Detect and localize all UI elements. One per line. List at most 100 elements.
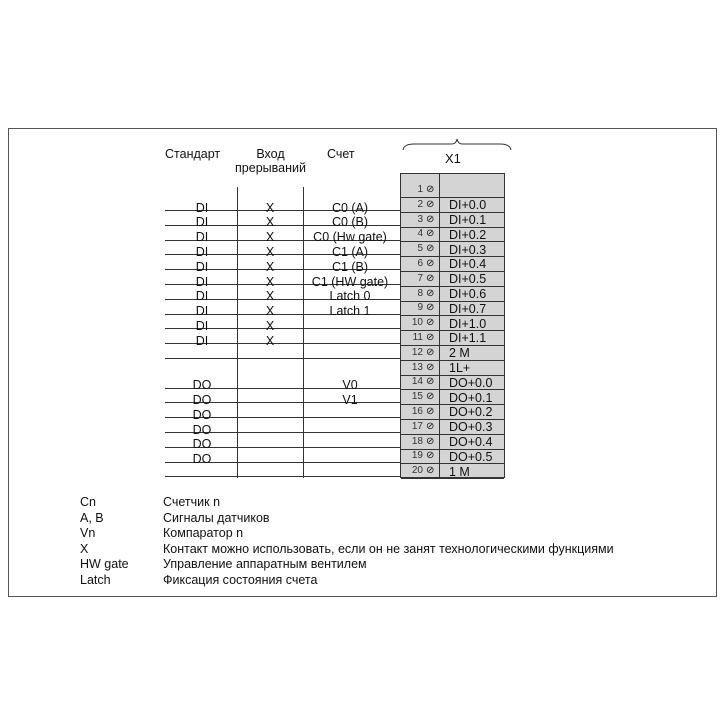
terminal-signal: DI+1.0 bbox=[449, 316, 487, 331]
table-row: DO bbox=[165, 432, 400, 450]
terminal-row: 10 ⊘ DI+1.0 bbox=[401, 316, 504, 332]
screw-icon: ⊘ bbox=[426, 198, 435, 210]
terminal-signal: DI+0.5 bbox=[449, 272, 487, 287]
table-row bbox=[165, 343, 400, 359]
screw-icon: ⊘ bbox=[426, 361, 435, 373]
terminal-number: 4 bbox=[417, 228, 423, 240]
table-row: DI X C1 (B) bbox=[165, 254, 400, 273]
count-cell: C1 (B) bbox=[331, 259, 369, 274]
terminal-number: 16 bbox=[411, 405, 423, 417]
terminal-row: 12 ⊘ 2 M bbox=[401, 346, 504, 361]
terminal-row: 18 ⊘ DO+0.4 bbox=[401, 435, 504, 450]
interrupt-cell: X bbox=[265, 244, 275, 259]
interrupt-cell: X bbox=[265, 274, 275, 289]
terminal-signal: DI+0.1 bbox=[449, 213, 487, 228]
terminal-signal: DI+0.2 bbox=[449, 227, 487, 242]
terminal-number: 13 bbox=[411, 361, 423, 373]
terminal-row: 6 ⊘ DI+0.4 bbox=[401, 257, 504, 272]
terminal-number: 17 bbox=[411, 420, 423, 432]
column-divider bbox=[303, 187, 304, 478]
header-count: Счет bbox=[327, 147, 355, 161]
terminal-row: 7 ⊘ DI+0.5 bbox=[401, 272, 504, 287]
interrupt-cell: X bbox=[265, 200, 275, 215]
standard-cell: DI bbox=[195, 289, 209, 304]
count-cell: V1 bbox=[342, 392, 358, 407]
count-cell: Latch 0 bbox=[329, 289, 371, 304]
terminal-number: 12 bbox=[411, 346, 423, 358]
standard-cell: DI bbox=[195, 215, 209, 230]
screw-icon: ⊘ bbox=[426, 257, 435, 269]
count-cell: C0 (B) bbox=[331, 215, 369, 230]
standard-cell: DI bbox=[195, 318, 209, 333]
connector-brace bbox=[402, 138, 512, 151]
legend-key: Cn bbox=[80, 495, 96, 509]
standard-cell: DI bbox=[195, 274, 209, 289]
count-cell: Latch 1 bbox=[329, 304, 371, 319]
screw-icon: ⊘ bbox=[426, 302, 435, 314]
column-divider bbox=[237, 187, 238, 478]
table-row: DO V1 bbox=[165, 387, 400, 406]
terminal-number: 20 bbox=[411, 465, 423, 477]
terminal-row: 4 ⊘ DI+0.2 bbox=[401, 228, 504, 243]
terminal-number: 15 bbox=[411, 391, 423, 403]
terminal-signal: DO+0.2 bbox=[449, 405, 493, 420]
interrupt-cell: X bbox=[265, 318, 275, 333]
count-cell: C0 (A) bbox=[331, 200, 369, 215]
legend-text: Сигналы датчиков bbox=[163, 510, 270, 525]
standard-cell: DO bbox=[192, 422, 212, 437]
connector-label: X1 bbox=[445, 151, 461, 166]
terminal-signal: DO+0.4 bbox=[449, 435, 493, 450]
screw-icon: ⊘ bbox=[426, 317, 435, 329]
interrupt-cell: X bbox=[265, 215, 275, 230]
terminal-number: 5 bbox=[417, 243, 423, 255]
terminal-row: 15 ⊘ DO+0.1 bbox=[401, 390, 504, 406]
screw-icon: ⊘ bbox=[426, 184, 435, 195]
interrupt-cell: X bbox=[265, 304, 275, 319]
terminal-number: 11 bbox=[412, 331, 423, 343]
header-standard: Стандарт bbox=[165, 147, 221, 161]
standard-cell: DO bbox=[192, 452, 212, 467]
terminal-number: 7 bbox=[417, 272, 423, 284]
terminal-signal: DO+0.5 bbox=[449, 449, 493, 464]
table-row: DI X C0 (Hw gate) bbox=[165, 225, 400, 245]
table-row: DI X C1 (A) bbox=[165, 239, 400, 258]
terminal-signal: DI+0.3 bbox=[449, 242, 487, 257]
legend-key: X bbox=[80, 541, 89, 556]
screw-icon: ⊘ bbox=[426, 331, 435, 343]
terminal-row: 3 ⊘ DI+0.1 bbox=[401, 213, 504, 228]
terminal-row: 14 ⊘ DO+0.0 bbox=[401, 376, 504, 391]
count-cell: V0 bbox=[342, 378, 358, 393]
terminal-signal: DI+0.7 bbox=[449, 301, 487, 316]
terminal-block-x1: 1 ⊘ 2 ⊘ DI+0.0 3 ⊘ DI+0.1 4 ⊘ DI+0.2 5 ⊘ DI+0.3 6 ⊘ DI+0… bbox=[400, 173, 505, 480]
screw-icon: ⊘ bbox=[426, 420, 435, 432]
legend-text: Фиксация состояния счета bbox=[163, 572, 318, 587]
terminal-signal: 1L+ bbox=[449, 361, 471, 376]
standard-cell: DO bbox=[192, 392, 212, 407]
table-row bbox=[165, 461, 400, 478]
screw-icon: ⊘ bbox=[426, 465, 435, 477]
table-row: DO bbox=[165, 447, 400, 467]
screw-icon: ⊘ bbox=[426, 346, 435, 358]
terminal-row: 16 ⊘ DO+0.2 bbox=[401, 405, 504, 420]
terminal-signal: DO+0.0 bbox=[449, 375, 493, 390]
screw-icon: ⊘ bbox=[426, 435, 435, 447]
table-row: DI X Latch 0 bbox=[165, 284, 400, 304]
terminal-number: 8 bbox=[417, 287, 423, 299]
legend-key: HW gate bbox=[80, 557, 129, 571]
legend-text: Управление аппаратным вентилем bbox=[163, 557, 367, 571]
terminal-signal: DO+0.3 bbox=[449, 420, 493, 435]
legend-text: Компаратор n bbox=[163, 526, 244, 540]
legend-key: Latch bbox=[80, 572, 111, 587]
standard-cell: DI bbox=[195, 230, 209, 245]
screw-icon: ⊘ bbox=[426, 450, 435, 462]
standard-cell: DI bbox=[195, 304, 209, 319]
diagram-frame bbox=[8, 128, 717, 597]
legend-key: A, B bbox=[80, 510, 104, 525]
interrupt-cell: X bbox=[265, 230, 275, 245]
terminal-signal: 1 M bbox=[449, 464, 470, 479]
terminal-number: 2 bbox=[417, 198, 423, 210]
terminal-row: 20 ⊘ 1 M bbox=[401, 464, 504, 480]
terminal-signal: DO+0.1 bbox=[449, 390, 493, 405]
table-row: DO bbox=[165, 417, 400, 436]
interrupt-cell: X bbox=[265, 259, 275, 274]
